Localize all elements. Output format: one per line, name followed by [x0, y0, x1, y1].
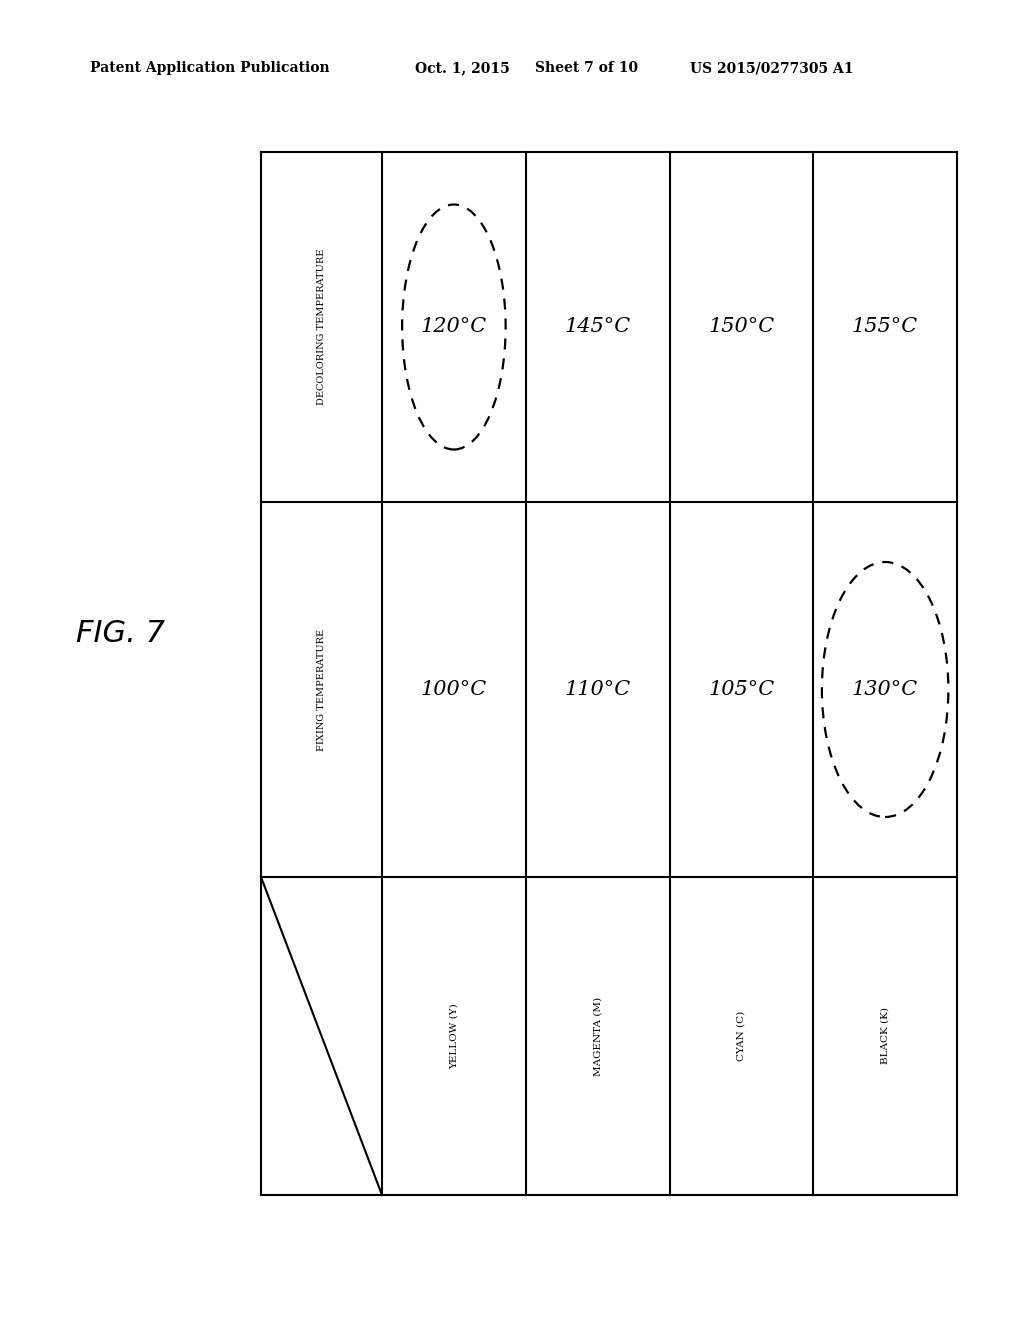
- Text: 105°C: 105°C: [709, 680, 774, 700]
- Text: 110°C: 110°C: [564, 680, 631, 700]
- Text: 130°C: 130°C: [852, 680, 919, 700]
- Text: Patent Application Publication: Patent Application Publication: [90, 61, 330, 75]
- Text: MAGENTA (M): MAGENTA (M): [593, 997, 602, 1076]
- Text: BLACK (K): BLACK (K): [881, 1007, 890, 1064]
- Text: Oct. 1, 2015: Oct. 1, 2015: [415, 61, 510, 75]
- Text: 155°C: 155°C: [852, 318, 919, 337]
- Text: Sheet 7 of 10: Sheet 7 of 10: [535, 61, 638, 75]
- Text: 150°C: 150°C: [709, 318, 774, 337]
- Text: FIG. 7: FIG. 7: [76, 619, 165, 648]
- Text: US 2015/0277305 A1: US 2015/0277305 A1: [690, 61, 853, 75]
- Text: 120°C: 120°C: [421, 318, 487, 337]
- Text: 145°C: 145°C: [564, 318, 631, 337]
- Text: DECOLORING TEMPERATURE: DECOLORING TEMPERATURE: [317, 248, 326, 405]
- Text: CYAN (C): CYAN (C): [737, 1011, 745, 1061]
- Text: FIXING TEMPERATURE: FIXING TEMPERATURE: [317, 628, 326, 751]
- Text: 100°C: 100°C: [421, 680, 487, 700]
- Text: YELLOW (Y): YELLOW (Y): [450, 1003, 459, 1069]
